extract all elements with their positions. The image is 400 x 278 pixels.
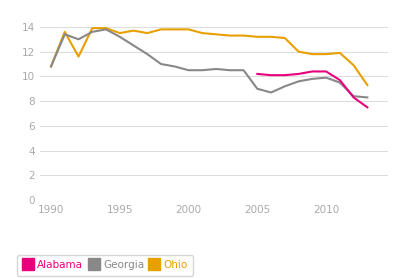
Legend: Alabama, Georgia, Ohio: Alabama, Georgia, Ohio bbox=[17, 255, 193, 275]
